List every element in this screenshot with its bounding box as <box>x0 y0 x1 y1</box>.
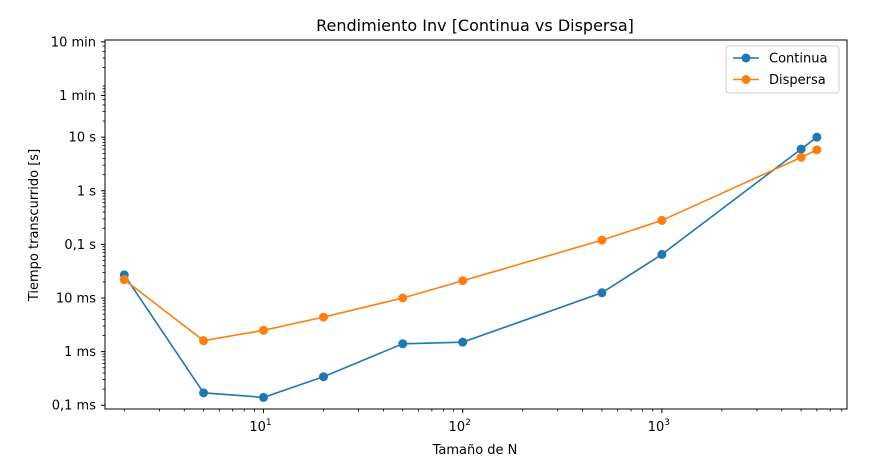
data-point-dispersa <box>812 145 822 155</box>
y-tick-label: 10 min <box>51 35 96 50</box>
y-tick-label: 0,1 ms <box>52 399 96 414</box>
chart-title: Rendimiento Inv [Continua vs Dispersa] <box>316 16 634 35</box>
plot-frame <box>104 39 848 410</box>
data-point-dispersa <box>199 336 209 346</box>
y-tick-label: 10 ms <box>56 292 96 307</box>
y-tick-label: 1 ms <box>64 345 96 360</box>
data-point-dispersa <box>796 152 806 162</box>
series-layer <box>119 132 822 402</box>
legend-marker <box>741 53 751 63</box>
legend: Continua Dispersa <box>725 45 840 94</box>
y-tick-label: 0,1 s <box>64 238 96 253</box>
data-point-continua <box>199 388 209 398</box>
data-point-dispersa <box>119 275 129 285</box>
data-point-dispersa <box>458 276 468 286</box>
data-point-continua <box>657 249 667 259</box>
data-point-continua <box>458 337 468 347</box>
y-tick-label: 1 s <box>77 184 96 199</box>
legend-marker <box>741 75 751 84</box>
legend-label: Continua <box>769 52 827 67</box>
data-point-continua <box>812 132 822 142</box>
legend-label: Dispersa <box>769 73 826 88</box>
series-line-continua <box>123 136 818 399</box>
data-point-continua <box>318 372 328 382</box>
y-tick-label: 1 min <box>59 89 96 104</box>
x-axis-label: Tamaño de N <box>432 443 518 457</box>
data-point-dispersa <box>318 312 328 322</box>
data-point-continua <box>597 288 607 298</box>
data-point-dispersa <box>398 293 408 303</box>
data-point-continua <box>398 339 408 349</box>
data-point-dispersa <box>657 215 667 225</box>
y-tick-label: 10 s <box>69 131 97 146</box>
data-point-dispersa <box>259 325 269 335</box>
y-axis-label: Tiempo transcurrido [s] <box>27 149 42 302</box>
data-point-continua <box>796 144 806 154</box>
data-point-dispersa <box>597 235 607 245</box>
data-point-continua <box>259 392 269 402</box>
series-line-dispersa <box>123 149 818 342</box>
